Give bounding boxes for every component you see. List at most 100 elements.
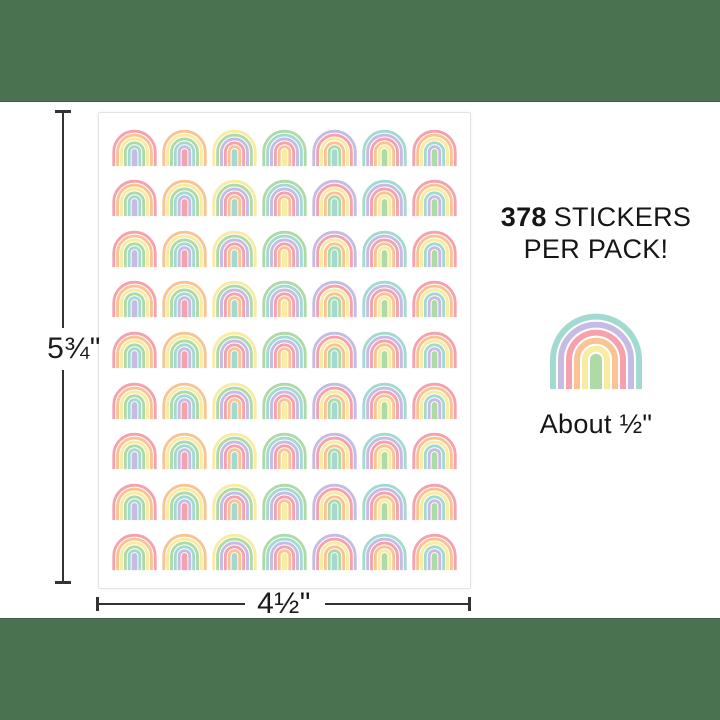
rainbow-arc-pink <box>112 533 158 571</box>
rainbow-arc-yellow <box>212 129 257 166</box>
rainbow-sticker <box>162 432 207 470</box>
sticker-cell <box>309 274 359 325</box>
rainbow-arc-pink <box>181 553 188 571</box>
rainbow-arc-pink <box>224 444 246 470</box>
rainbow-arc-pink <box>224 191 246 217</box>
rainbow-arc-pink <box>112 281 158 318</box>
rainbow-arc-teal <box>362 432 407 470</box>
rainbow-arc-lavender <box>220 390 250 419</box>
rainbow-arc-pink <box>316 487 353 520</box>
rainbow-arc-green <box>431 300 437 318</box>
height-dimension-line-lower <box>62 370 64 582</box>
rainbow-arc-yellow <box>120 288 150 318</box>
rainbow-sticker <box>411 129 457 166</box>
rainbow-arc-orange <box>116 183 154 217</box>
rainbow-arc-pink <box>273 141 296 166</box>
rainbow-arc-teal <box>174 393 196 419</box>
rainbow-arc-yellow <box>212 382 257 419</box>
rainbow-arc-pink <box>316 285 353 318</box>
rainbow-sticker <box>162 129 207 166</box>
rainbow-arc-teal <box>331 502 338 520</box>
rainbow-arc-green <box>381 351 388 369</box>
rainbow-arc-orange <box>227 448 242 470</box>
rainbow-arc-pink <box>565 329 627 390</box>
rainbow-arc-green <box>216 183 253 217</box>
rainbow-arc-green <box>124 495 146 520</box>
rainbow-arc-green <box>124 242 146 267</box>
rainbow-arc-green <box>381 553 388 571</box>
rainbow-arc-yellow <box>281 553 288 571</box>
rainbow-sticker <box>312 281 357 318</box>
sticker-cell <box>160 223 210 274</box>
rainbow-arc-teal <box>128 498 142 520</box>
rainbow-arc-yellow <box>281 249 288 267</box>
rainbow-arc-green <box>262 382 307 419</box>
rainbow-arc-orange <box>227 195 242 217</box>
rainbow-sticker <box>162 382 207 419</box>
rainbow-arc-lavender <box>270 187 299 217</box>
rainbow-arc-lavender <box>178 195 192 217</box>
rainbow-sticker <box>262 180 307 217</box>
rainbow-arc-lavender <box>427 448 441 470</box>
rainbow-arc-orange <box>277 397 292 419</box>
pack-line: PER PACK! <box>523 234 669 264</box>
rainbow-arc-yellow <box>319 491 349 520</box>
rainbow-arc-lavender <box>557 321 635 390</box>
rainbow-arc-pink <box>369 339 399 369</box>
rainbow-arc-orange <box>277 145 292 166</box>
rainbow-arc-orange <box>162 129 207 166</box>
rainbow-sticker <box>162 483 207 520</box>
rainbow-arc-orange <box>373 393 395 419</box>
rainbow-arc-lavender <box>270 390 299 419</box>
rainbow-sticker <box>312 129 357 166</box>
sticker-cell <box>260 122 310 173</box>
rainbow-arc-green <box>170 187 200 217</box>
rainbow-arc-lavender <box>270 339 299 369</box>
height-dimension-line-upper <box>62 112 64 328</box>
rainbow-arc-lavender <box>427 347 441 369</box>
rainbow-arc-teal <box>128 145 142 166</box>
rainbow-arc-pink <box>181 452 188 470</box>
rainbow-arc-teal <box>331 452 338 470</box>
sticker-cell <box>309 375 359 426</box>
rainbow-arc-orange <box>162 230 207 267</box>
rainbow-arc-lavender <box>220 238 250 267</box>
rainbow-arc-yellow <box>419 339 449 369</box>
sticker-cell <box>110 526 160 577</box>
rainbow-arc-teal <box>128 347 142 369</box>
rainbow-arc-pink <box>273 545 296 571</box>
rainbow-arc-yellow <box>166 183 204 217</box>
rainbow-arc-orange <box>277 195 292 217</box>
rainbow-arc-yellow <box>419 238 449 267</box>
sticker-cell <box>210 173 260 224</box>
sticker-cell <box>260 425 310 476</box>
rainbow-arc-green <box>431 351 437 369</box>
rainbow-arc-green <box>431 502 437 520</box>
rainbow-arc-green <box>124 191 146 217</box>
sticker-cell <box>160 274 210 325</box>
rainbow-arc-pink <box>112 180 158 217</box>
rainbow-arc-green <box>170 390 200 419</box>
rainbow-arc-lavender <box>220 440 250 470</box>
sticker-cell <box>260 476 310 527</box>
rainbow-arc-yellow <box>377 498 391 520</box>
rainbow-arc-yellow <box>419 440 449 470</box>
rainbow-arc-lavender <box>178 347 192 369</box>
rainbow-arc-pink <box>411 180 457 217</box>
rainbow-arc-teal <box>128 246 142 267</box>
rainbow-arc-green <box>170 440 200 470</box>
rainbow-arc-green <box>262 432 307 470</box>
rainbow-arc-lavender <box>365 234 403 267</box>
rainbow-arc-pink <box>316 133 353 166</box>
rainbow-arc-lavender <box>270 440 299 470</box>
rainbow-arc-lavender <box>178 296 192 318</box>
rainbow-arc-teal <box>423 343 445 369</box>
rainbow-arc-orange <box>415 234 453 267</box>
sticker-cell <box>359 476 409 527</box>
sticker-cell <box>359 375 409 426</box>
rainbow-arc-lavender <box>312 230 357 267</box>
rainbow-arc-orange <box>162 281 207 318</box>
rainbow-sticker <box>212 129 257 166</box>
sticker-cell <box>359 223 409 274</box>
rainbow-arc-yellow <box>281 502 288 520</box>
